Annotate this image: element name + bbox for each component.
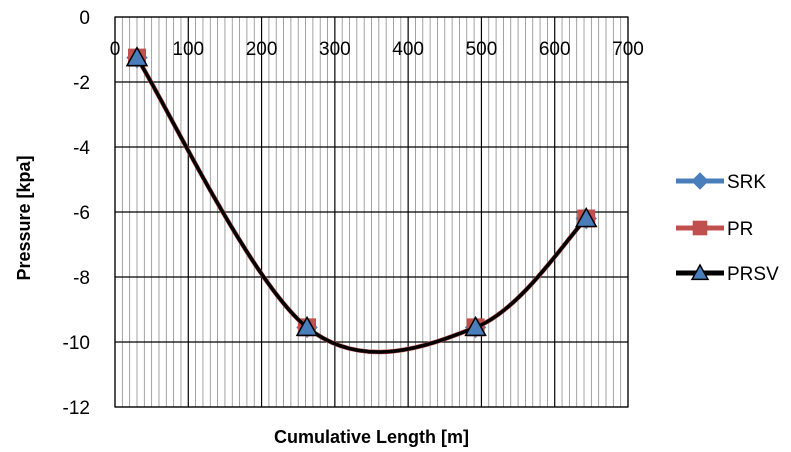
y-tick-label: -8 [73,268,90,289]
series-prsv [125,46,598,354]
data-point-prsv [125,46,149,67]
legend: SRK PR PRSV [676,172,779,285]
legend-marker-pr [692,220,708,236]
legend-item-pr: PR [676,219,753,240]
legend-item-prsv: PRSV [676,263,779,285]
y-tick-label: -2 [73,73,90,94]
y-axis-title: Pressure [kpa] [14,155,34,280]
legend-marker-srk [691,172,709,190]
series-line-prsv [135,56,588,354]
x-tick-label: 0 [110,39,121,60]
x-tick-label: 600 [539,39,571,60]
legend-label-pr: PR [727,219,753,240]
series-pr [127,48,596,355]
x-tick-label: 500 [466,39,498,60]
data-point-prsv [295,315,319,337]
plot-border-rect [114,16,629,408]
x-tick-label: 700 [612,39,644,60]
y-tick-label: -6 [73,203,90,224]
series-srk [126,46,597,354]
x-axis-title: Cumulative Length [m] [274,427,469,447]
x-tick-label: 200 [246,39,278,60]
series-line-pr [135,56,588,355]
legend-label-srk: SRK [727,172,766,193]
data-point-prsv [574,206,598,228]
y-tick-label: -10 [63,333,90,354]
x-tick-label: 400 [392,39,424,60]
legend-label-prsv: PRSV [727,264,779,285]
data-point-prsv [464,315,487,337]
plot-area-border [114,16,629,408]
tick-labels: 0 100 200 300 400 500 600 700 0 -2 -4 -6 -8 -10 -12 [63,8,644,419]
y-tick-label: 0 [79,8,90,29]
x-tick-label: 300 [319,39,351,60]
x-tick-label: 100 [172,39,204,60]
y-tick-label: -12 [63,398,90,419]
legend-item-srk: SRK [676,172,766,193]
y-tick-label: -4 [73,138,90,159]
series-line-srk [135,56,588,354]
series-layer [125,46,598,355]
legend-marker-prsv [690,263,710,281]
